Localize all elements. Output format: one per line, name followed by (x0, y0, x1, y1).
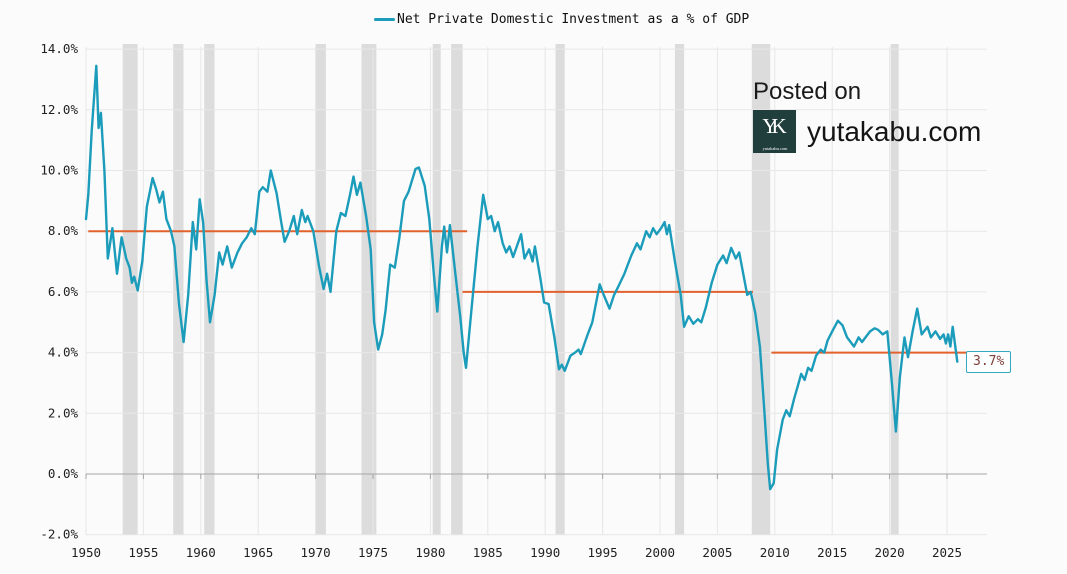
x-tick-label: 1970 (301, 545, 331, 560)
y-tick-label: 0.0% (48, 466, 79, 481)
x-tick-label: 2020 (875, 545, 905, 560)
legend: Net Private Domestic Investment as a % o… (374, 12, 749, 27)
legend-label: Net Private Domestic Investment as a % o… (397, 12, 750, 27)
y-tick-label: 10.0% (40, 163, 78, 178)
x-tick-label: 1980 (415, 545, 445, 560)
recession-band (361, 44, 377, 535)
x-tick-label: 1950 (71, 545, 101, 560)
x-tick-label: 2015 (817, 545, 847, 560)
series-line (84, 64, 959, 491)
logo-caption: yutakabu.com (762, 146, 788, 152)
x-tick-label: 1985 (473, 545, 503, 560)
x-tick-label: 2005 (702, 545, 732, 560)
recession-band (555, 44, 565, 535)
x-tick-label: 2025 (932, 545, 962, 560)
yutakabu-logo: YK yutakabu.com (753, 110, 796, 154)
watermark-posted-on: Posted on (753, 78, 862, 105)
x-tick-label: 1995 (588, 545, 618, 560)
watermark-site-row: YK yutakabu.com yutakabu.com (753, 110, 982, 154)
y-tick-label: 14.0% (40, 41, 78, 56)
legend-line-swatch-icon (374, 17, 395, 22)
y-tick-label: 2.0% (48, 405, 79, 420)
x-tick-label: 1975 (358, 545, 388, 560)
logo-monogram: YK (762, 114, 786, 139)
x-tick-label: 1955 (128, 545, 158, 560)
x-tick-label: 1960 (186, 545, 216, 560)
y-tick-label: 4.0% (48, 345, 79, 360)
watermark: Posted on YK yutakabu.com yutakabu.com (753, 78, 982, 154)
recession-band (204, 44, 215, 535)
recession-band (122, 44, 138, 535)
y-tick-label: 12.0% (40, 102, 78, 117)
y-tick-label: -2.0% (40, 527, 78, 542)
y-tick-label: 8.0% (48, 223, 79, 238)
recession-band (432, 44, 441, 535)
x-tick-label: 1990 (530, 545, 560, 560)
recession-band (315, 44, 326, 535)
x-tick-label: 1965 (243, 545, 273, 560)
recession-band (890, 44, 899, 535)
x-tick-label: 2000 (645, 545, 675, 560)
x-tick-label: 2010 (760, 545, 790, 560)
watermark-site-name: yutakabu.com (807, 115, 982, 147)
last-value-annotation: 3.7% (966, 351, 1012, 373)
y-tick-label: 6.0% (48, 284, 79, 299)
